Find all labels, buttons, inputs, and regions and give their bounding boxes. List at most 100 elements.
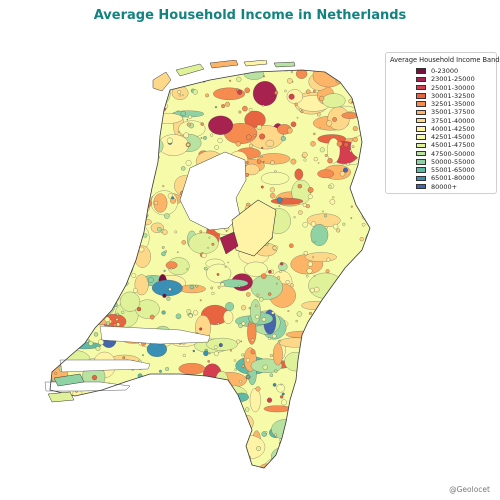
income-area-cell	[203, 350, 209, 357]
income-area-cell	[148, 87, 151, 90]
income-area-cell	[234, 368, 237, 371]
legend-label: 42501-45000	[431, 133, 475, 142]
income-area-patch	[313, 329, 339, 342]
legend-swatch	[416, 150, 426, 157]
income-area-cell	[248, 307, 251, 310]
income-area-cell	[375, 290, 379, 294]
income-area-cell	[86, 227, 91, 233]
income-area-cell	[113, 263, 118, 268]
income-area-cell	[176, 425, 179, 428]
income-area-cell	[279, 270, 282, 273]
income-area-cell	[302, 222, 308, 228]
income-area-cell	[64, 471, 68, 475]
legend-item: 23001-25000	[390, 75, 492, 83]
legend-label: 23001-25000	[431, 75, 475, 84]
income-area-patch	[311, 423, 345, 437]
income-area-cell	[308, 311, 312, 315]
income-area-cell	[319, 95, 325, 102]
income-area-patch	[334, 311, 363, 332]
income-area-patch	[88, 221, 105, 236]
income-area-cell	[364, 207, 370, 214]
income-area-cell	[358, 421, 364, 426]
income-area-cell	[162, 380, 165, 383]
income-area-patch	[195, 431, 222, 455]
income-area-cell	[332, 117, 337, 122]
income-area-cell	[373, 198, 375, 200]
income-area-patch	[50, 76, 56, 97]
income-area-patch	[249, 388, 261, 413]
income-area-cell	[335, 456, 340, 461]
income-area-patch	[327, 320, 347, 334]
legend-swatch	[416, 117, 426, 124]
legend-swatch	[416, 76, 426, 83]
income-area-cell	[351, 60, 355, 62]
income-area-cell	[246, 375, 250, 379]
income-area-cell	[136, 97, 142, 103]
income-area-cell	[313, 132, 316, 136]
income-area-cell	[369, 462, 370, 465]
income-area-patch	[373, 465, 380, 475]
income-area-patch	[220, 279, 249, 288]
income-area-cell	[336, 228, 341, 233]
income-area-cell	[155, 459, 161, 465]
income-area-patch	[341, 360, 354, 385]
income-area-cell	[145, 89, 149, 93]
income-area-cell	[51, 177, 55, 181]
income-area-cell	[266, 397, 273, 403]
income-area-patch	[353, 415, 370, 441]
income-area-cell	[361, 222, 366, 227]
income-area-cell	[376, 371, 380, 375]
income-area-cell	[193, 310, 199, 316]
income-area-cell	[190, 376, 196, 382]
income-area-cell	[268, 292, 272, 296]
income-area-cell	[246, 292, 251, 297]
legend-item: 42501-45000	[390, 133, 492, 141]
income-area-patch	[302, 429, 337, 450]
income-area-cell	[324, 226, 328, 230]
income-area-cell	[117, 177, 120, 180]
income-area-patch	[316, 424, 346, 442]
income-area-cell	[359, 237, 364, 242]
income-area-patch	[328, 407, 349, 421]
income-area-cell	[312, 435, 316, 439]
income-area-cell	[181, 166, 186, 171]
income-area-patch	[50, 290, 64, 310]
income-area-cell	[356, 463, 361, 468]
income-area-cell	[371, 214, 375, 218]
income-area-cell	[221, 104, 226, 109]
income-area-cell	[126, 70, 131, 75]
income-area-patch	[305, 398, 316, 410]
income-area-cell	[203, 266, 208, 271]
income-area-patch	[346, 291, 370, 303]
income-area-cell	[50, 231, 54, 235]
income-area-cell	[170, 64, 175, 69]
income-area-cell	[289, 283, 294, 288]
income-area-cell	[55, 302, 60, 308]
income-area-cell	[310, 221, 317, 227]
income-area-patch	[153, 193, 168, 213]
income-area-cell	[284, 197, 286, 199]
income-area-cell	[139, 60, 141, 61]
income-area-cell	[343, 167, 348, 173]
income-area-cell	[357, 281, 364, 288]
income-area-cell	[225, 420, 231, 426]
income-area-cell	[157, 227, 162, 232]
income-area-cell	[349, 471, 350, 472]
income-area-cell	[191, 466, 195, 468]
income-area-cell	[316, 112, 321, 117]
income-area-patch	[301, 301, 331, 310]
income-area-cell	[139, 95, 142, 98]
income-area-cell	[97, 235, 102, 240]
income-area-cell	[81, 71, 85, 76]
income-area-cell	[350, 77, 354, 81]
income-area-cell	[327, 332, 330, 335]
income-area-cell	[313, 274, 316, 277]
income-area-patch	[273, 343, 283, 366]
income-area-patch	[169, 409, 200, 430]
income-area-cell	[114, 170, 121, 177]
income-area-cell	[188, 114, 192, 119]
income-area-cell	[288, 432, 291, 435]
income-area-cell	[217, 467, 222, 468]
income-area-patch	[50, 450, 58, 468]
income-area-cell	[287, 310, 290, 313]
